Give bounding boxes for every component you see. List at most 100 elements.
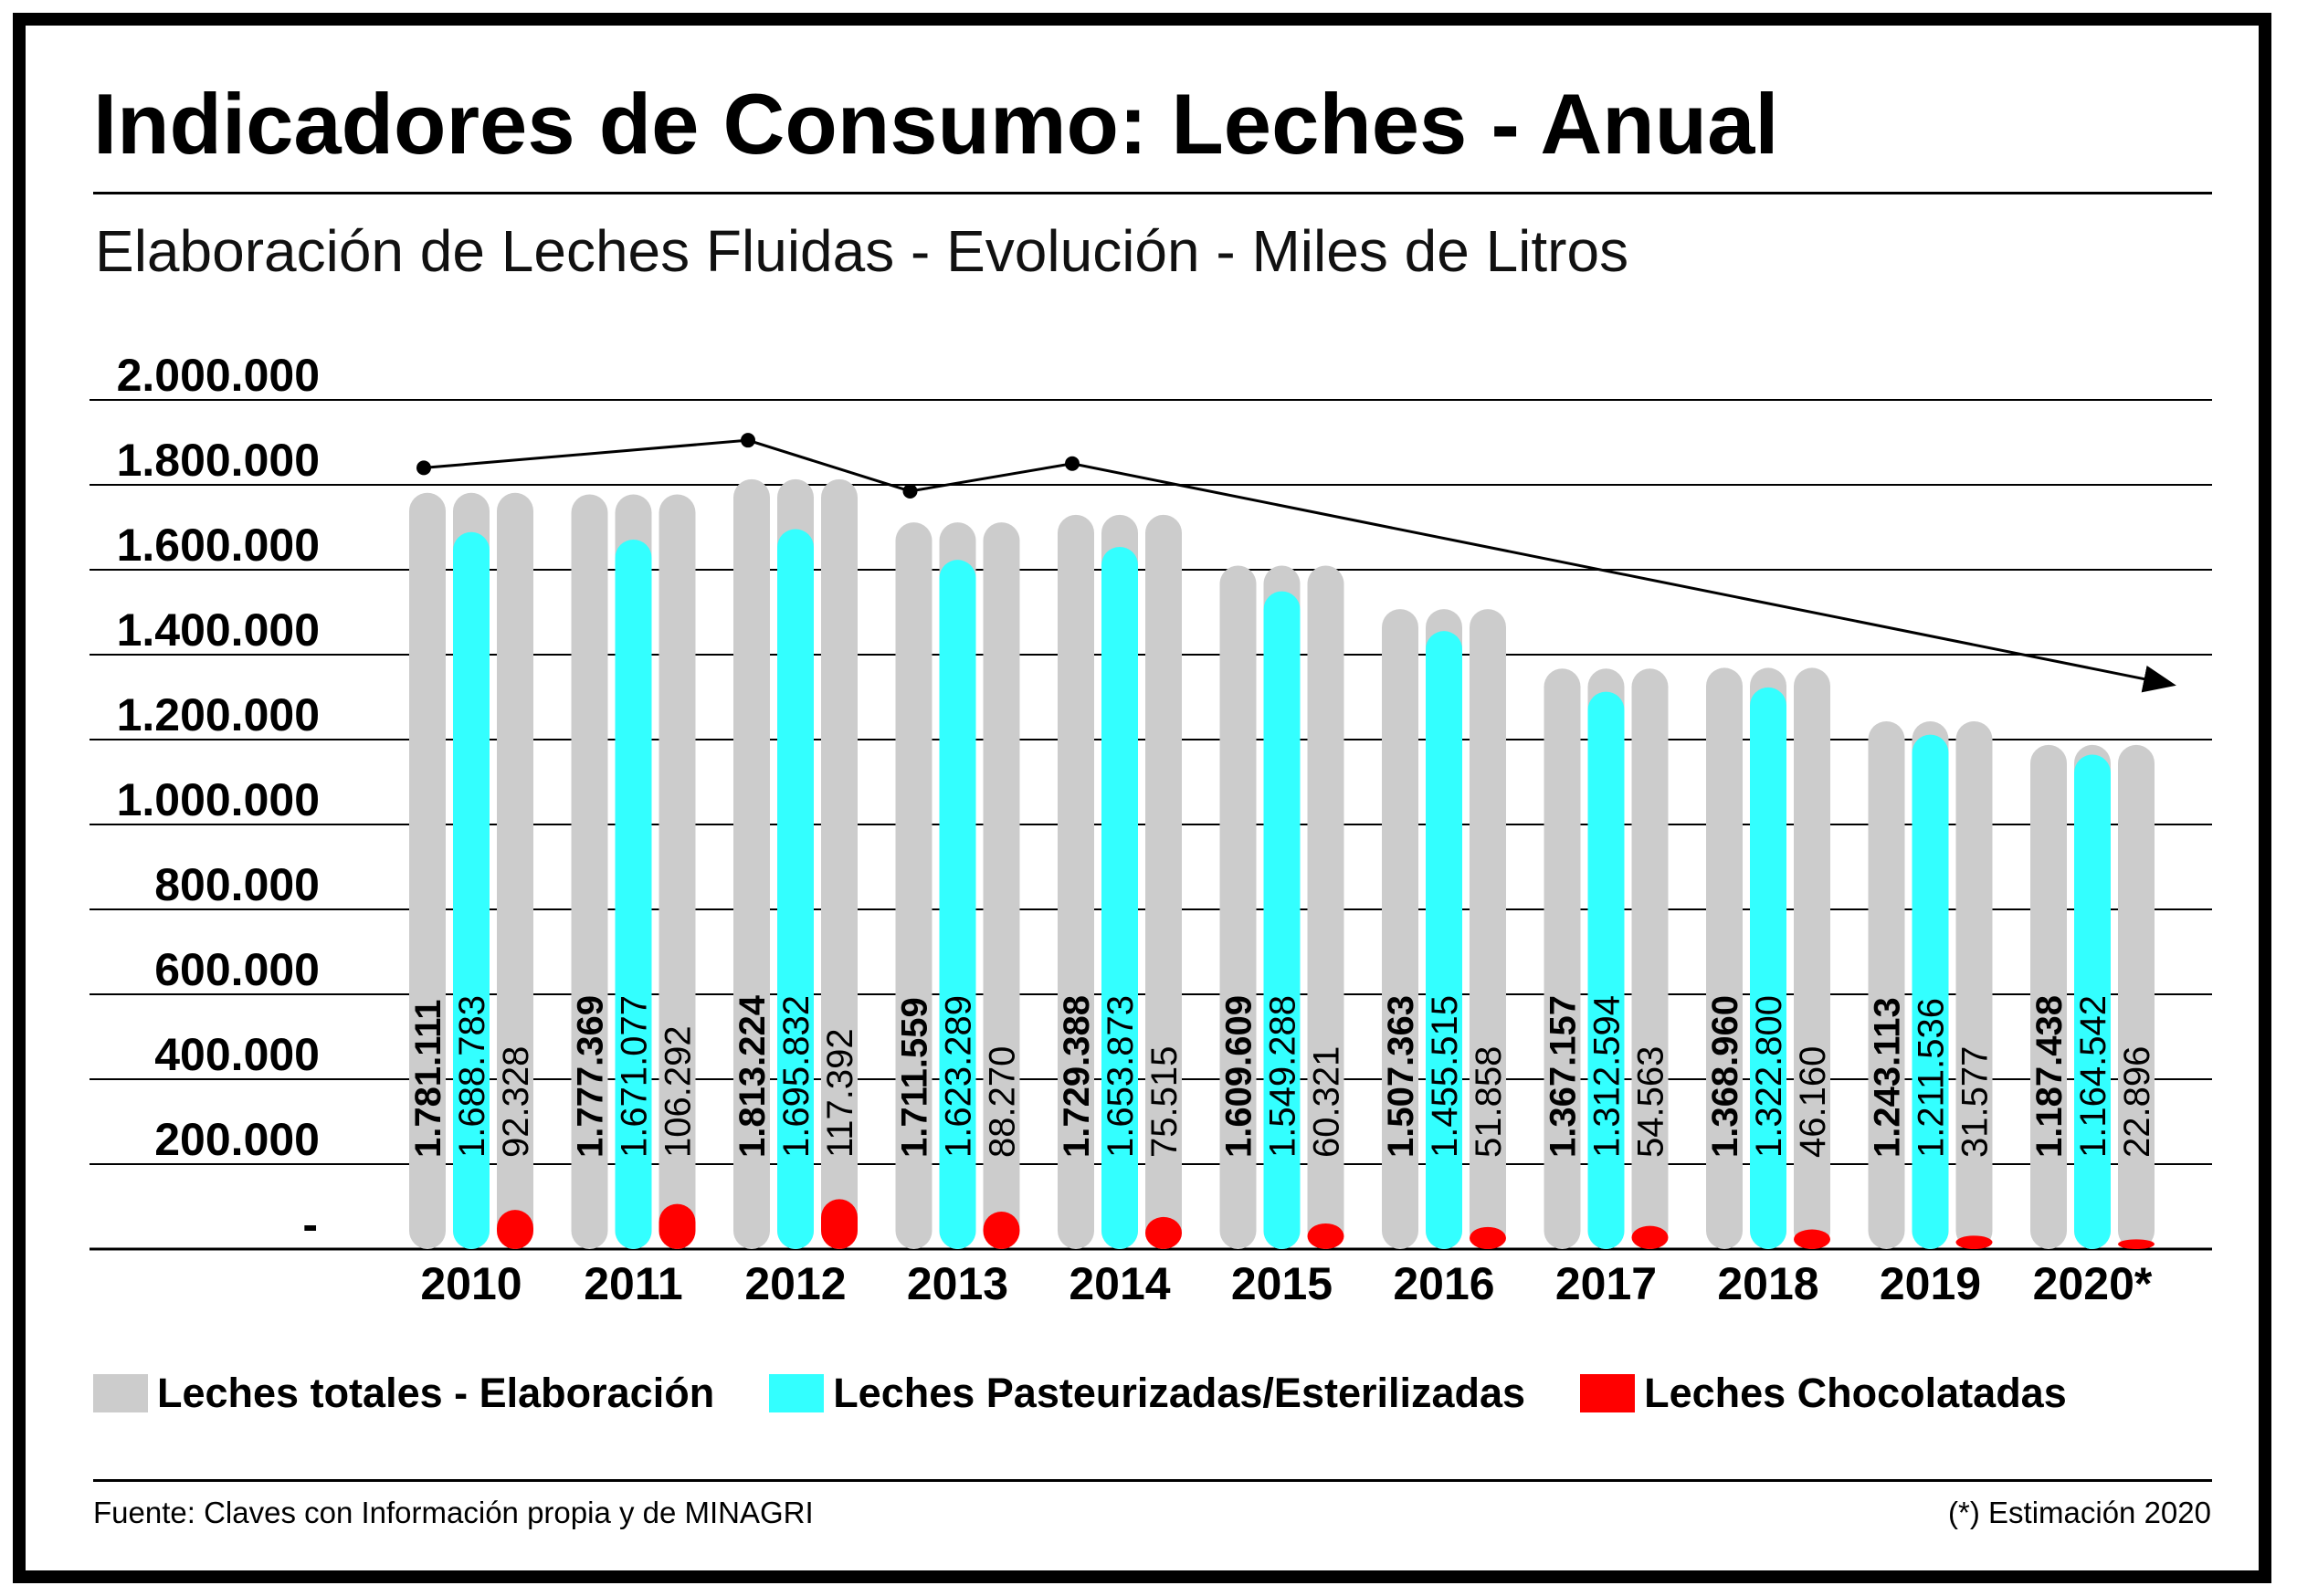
chocolatadas-value-label: 22.896 [2117,1046,2157,1158]
total-bar [733,478,770,1249]
year-group: 1.777.369 1.671.077 106.292 [571,494,699,1249]
chocolatadas-bar [983,1211,1020,1249]
chocolatadas-value-label: 51.858 [1469,1046,1509,1158]
total-bar-right [1470,609,1506,1249]
chocolatadas-value-label: 92.328 [496,1046,536,1158]
chocolatadas-bar [497,1210,533,1249]
year-group: 1.711.559 1.623.289 88.270 [895,522,1023,1249]
legend-swatch-chocolatadas [1580,1374,1636,1412]
chocolatadas-bar [1307,1223,1344,1249]
total-bar [1868,720,1905,1249]
x-tick-label: 2019 [1880,1258,1981,1309]
total-value-label: 1.777.369 [571,995,611,1158]
year-group: 1.813.224 1.695.832 117.392 [732,478,860,1249]
y-tick-label: 2.000.000 [117,350,320,401]
total-bar [1706,667,1743,1249]
x-tick-label: 2011 [584,1258,682,1309]
total-value-label: 1.729.388 [1057,995,1097,1158]
y-tick-label: 200.000 [154,1114,320,1165]
pasteurizadas-bar [615,539,652,1249]
total-bar-right [1145,514,1182,1249]
pasteurizadas-value-label: 1.312.594 [1587,995,1628,1158]
chocolatadas-bar [1145,1216,1182,1249]
total-bar-right [821,478,858,1249]
y-axis: - 200.000 400.000 600.000 800.000 1.000.000 1.… [117,350,320,1250]
pasteurizadas-value-label: 1.695.832 [776,995,817,1158]
total-bar [1219,565,1257,1249]
chart-frame [13,13,2271,1583]
chocolatadas-value-label: 31.577 [1955,1046,1996,1158]
trend-point [416,460,431,476]
total-value-label: 1.187.438 [2029,995,2070,1158]
pasteurizadas-value-label: 1.455.515 [1425,995,1465,1158]
x-tick-label: 2013 [907,1258,1008,1309]
x-tick-label: 2015 [1231,1258,1333,1309]
y-tick-label: 400.000 [154,1029,320,1080]
x-tick-label: 2017 [1555,1258,1657,1309]
pasteurizadas-bar [1426,631,1462,1249]
legend-swatch-total [93,1374,148,1412]
total-value-label: 1.368.960 [1705,995,1745,1158]
y-tick-label: 1.600.000 [117,520,320,571]
year-group: 1.729.388 1.653.873 75.515 [1057,514,1185,1249]
pasteurizadas-bar [1750,687,1786,1249]
pasteurizadas-value-label: 1.549.288 [1263,995,1303,1158]
chocolatadas-value-label: 117.392 [820,1028,860,1158]
y-tick-label: 600.000 [154,944,320,995]
chart-subtitle: Elaboración de Leches Fluidas - Evolució… [95,218,1629,284]
y-tick-label: 1.000.000 [117,774,320,825]
chocolatadas-value-label: 75.515 [1144,1046,1185,1158]
total-bar-right [659,494,696,1249]
total-bar [1058,514,1094,1249]
total-value-label: 1.781.111 [408,999,448,1158]
total-bar-right [983,522,1020,1249]
y-tick-label: 1.200.000 [117,689,320,740]
chocolatadas-bar [1955,1235,1993,1249]
pasteurizadas-bar [453,531,490,1249]
pasteurizadas-bar [1101,546,1138,1249]
legend-label-pasteurizadas: Leches Pasteurizadas/Esterilizadas [833,1370,1526,1416]
x-axis: 2010 2011 2012 2013 2014 2015 2016 2017 2018 2019… [420,1258,2152,1309]
year-group: 1.368.960 1.322.800 46.160 [1705,667,1833,1249]
pasteurizadas-value-label: 1.211.536 [1912,998,1952,1158]
total-bar [895,522,932,1249]
source-note: Fuente: Claves con Información propia y … [93,1496,814,1529]
year-group: 1.609.609 1.549.288 60.321 [1219,565,1347,1249]
x-tick-label: 2012 [744,1258,846,1309]
chocolatadas-bar [659,1203,696,1249]
chocolatadas-bar [821,1199,858,1249]
total-bar-right [1631,668,1669,1249]
year-group: 1.507.363 1.455.515 51.858 [1381,609,1509,1249]
total-value-label: 1.609.609 [1219,995,1259,1158]
year-group: 1.187.438 1.164.542 22.896 [2029,744,2157,1249]
pasteurizadas-bar [2074,754,2111,1249]
chocolatadas-bar [2118,1239,2155,1249]
year-group: 1.781.111 1.688.783 92.328 [408,492,536,1249]
estimation-note: (*) Estimación 2020 [1948,1496,2211,1529]
chocolatadas-bar [1631,1225,1669,1249]
total-value-label: 1.813.224 [732,994,773,1158]
trend-point [1065,456,1080,471]
total-bar [571,494,608,1249]
page-title: Indicadores de Consumo: Leches - Anual [93,76,1779,172]
total-bar-right [2118,744,2155,1249]
trend-line [416,433,2176,693]
total-bar-right [1955,720,1993,1249]
pasteurizadas-value-label: 1.322.800 [1749,995,1789,1158]
total-bar-right [1307,565,1344,1249]
pasteurizadas-value-label: 1.623.289 [939,995,979,1158]
trend-point [741,433,755,448]
y-tick-label: - [302,1199,318,1250]
year-group: 1.243.113 1.211.536 31.577 [1868,720,1996,1249]
chocolatadas-value-label: 54.563 [1631,1046,1671,1158]
pasteurizadas-value-label: 1.164.542 [2073,995,2113,1158]
title-divider [93,192,2212,194]
total-value-label: 1.507.363 [1381,995,1421,1158]
chocolatadas-value-label: 60.321 [1307,1046,1347,1158]
chocolatadas-value-label: 106.292 [659,1025,699,1158]
x-tick-label: 2018 [1717,1258,1818,1309]
legend-label-chocolatadas: Leches Chocolatadas [1644,1370,2067,1416]
pasteurizadas-bar [1263,591,1301,1249]
pasteurizadas-bar [939,560,976,1249]
